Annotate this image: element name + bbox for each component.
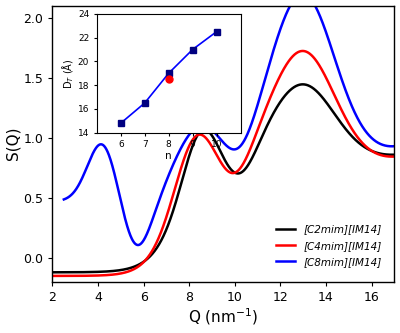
[C4mim][IM14] [392, 155, 397, 159]
Line: [C8mim][IM14]: [C8mim][IM14] [64, 0, 394, 245]
[C2mim][IM14] [300, 82, 305, 86]
X-axis label: Q (nm$^{-1}$): Q (nm$^{-1}$) [188, 307, 258, 327]
[C8mim][IM14] [207, 126, 212, 130]
[C2mim][IM14] [392, 153, 397, 157]
[C4mim][IM14] [382, 154, 387, 158]
[C8mim][IM14] [382, 143, 387, 147]
Y-axis label: S(Q): S(Q) [6, 127, 20, 161]
[C2mim][IM14] [320, 95, 324, 99]
Line: [C2mim][IM14]: [C2mim][IM14] [52, 84, 394, 272]
[C8mim][IM14] [382, 144, 387, 148]
[C2mim][IM14] [382, 152, 387, 156]
[C4mim][IM14] [320, 68, 324, 72]
[C2mim][IM14] [207, 131, 212, 135]
[C2mim][IM14] [216, 146, 221, 150]
[C4mim][IM14] [50, 274, 55, 278]
[C4mim][IM14] [207, 141, 212, 145]
[C2mim][IM14] [68, 270, 72, 274]
[C4mim][IM14] [300, 49, 305, 53]
[C2mim][IM14] [382, 152, 387, 156]
[C8mim][IM14] [392, 144, 397, 148]
[C8mim][IM14] [319, 18, 324, 22]
[C2mim][IM14] [50, 270, 55, 274]
[C4mim][IM14] [382, 154, 387, 158]
[C4mim][IM14] [216, 157, 221, 161]
Line: [C4mim][IM14]: [C4mim][IM14] [52, 51, 394, 276]
[C8mim][IM14] [68, 194, 72, 198]
[C4mim][IM14] [68, 274, 72, 278]
[C8mim][IM14] [216, 135, 221, 139]
Legend: [C2mim][IM14], [C4mim][IM14], [C8mim][IM14]: [C2mim][IM14], [C4mim][IM14], [C8mim][IM… [272, 220, 386, 271]
